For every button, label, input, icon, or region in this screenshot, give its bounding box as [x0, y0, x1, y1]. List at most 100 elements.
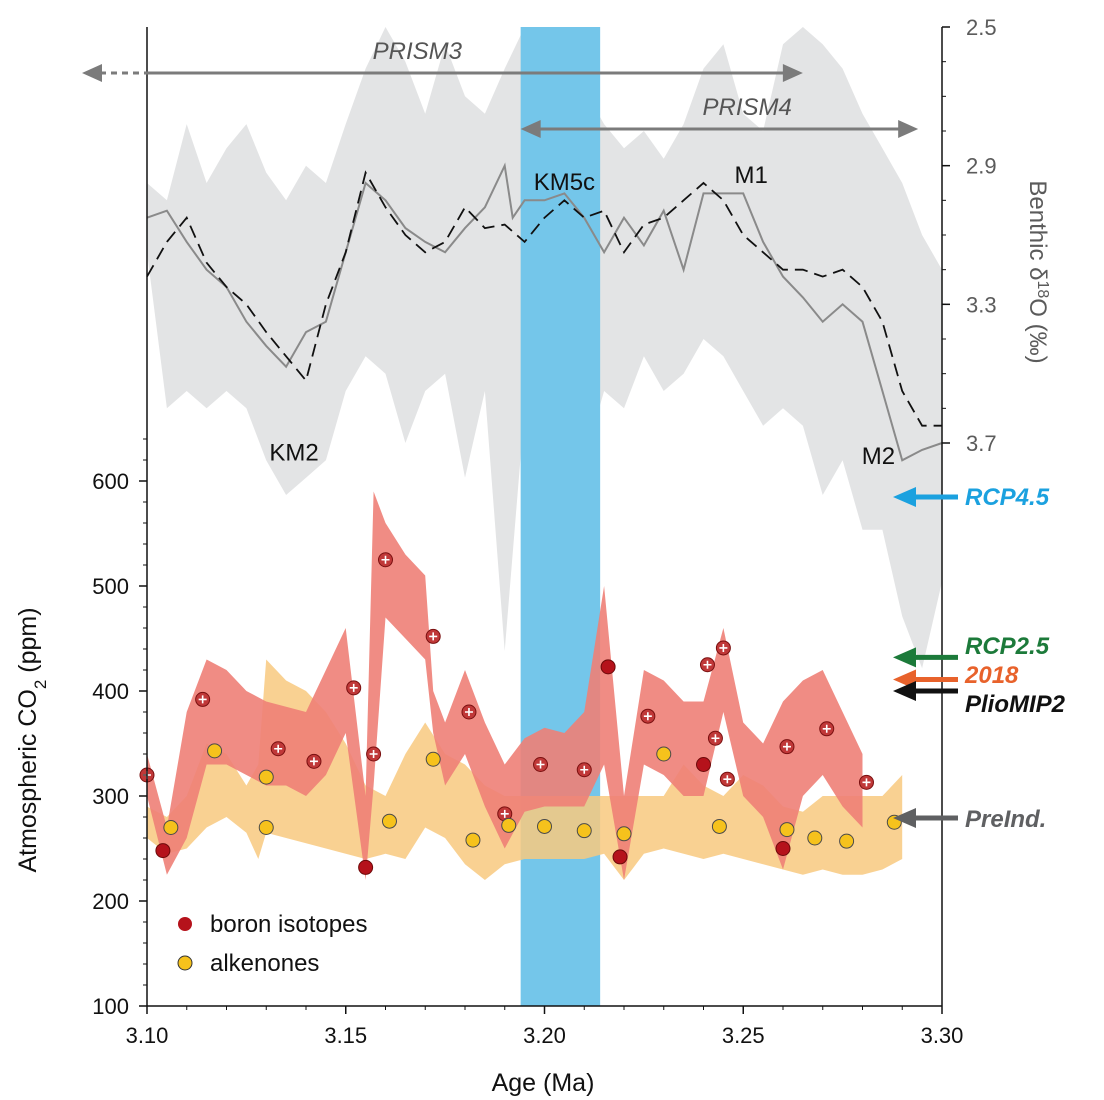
boron-envelope	[147, 491, 863, 880]
boron-point-3	[270, 741, 286, 757]
alkenone-point-4	[381, 813, 397, 829]
x-tick-label-2: 3.20	[523, 1023, 566, 1048]
co2-tick-label-0: 100	[92, 994, 129, 1019]
boron-point-18	[699, 657, 715, 673]
boron-point-cross	[719, 643, 728, 652]
boron-point-cross	[429, 632, 438, 641]
boron-point-cross	[536, 760, 545, 769]
d18o-axis-title-unit: O (‰)	[1024, 298, 1051, 363]
boron-point-9	[425, 628, 441, 644]
co2-axis-title-main: Atmospheric CO	[14, 689, 42, 872]
scenario-label: PlioMIP2	[965, 691, 1066, 718]
boron-point-7	[366, 746, 382, 762]
boron-point-cross	[782, 742, 791, 751]
alkenone-point-7	[501, 817, 517, 833]
boron-point-4	[306, 753, 322, 769]
boron-point-cross	[464, 708, 473, 716]
d18o-axis-title-sup: 18	[1035, 280, 1052, 298]
alkenone-point-8	[537, 818, 552, 834]
x-tick-label-3: 3.25	[722, 1023, 765, 1048]
scenario-arrow-head	[893, 487, 916, 507]
boron-point-cross	[381, 555, 390, 564]
annotation-layer: PRISM3 PRISM4 KM2 KM5c M1 M2	[82, 38, 919, 470]
prism3-head-left	[82, 64, 102, 82]
d18o-lines-layer	[146, 162, 943, 462]
scenario-arrow-head	[893, 647, 916, 668]
co2-axis-title-sub: 2	[31, 680, 50, 689]
x-tick-label-4: 3.30	[921, 1023, 964, 1048]
d18o-tick-label-3: 3.7	[966, 431, 997, 456]
alkenone-point-0	[163, 820, 179, 835]
alkenone-point-15	[839, 833, 855, 849]
boron-point-24	[819, 721, 835, 737]
scenario-label: 2018	[964, 662, 1019, 689]
co2-tick-label-3: 400	[92, 679, 129, 704]
scenario-rcp45: RCP4.5	[893, 484, 1050, 511]
alkenone-point-6	[465, 832, 481, 848]
alkenone-point-9	[576, 823, 592, 839]
event-label-m1: M1	[735, 162, 768, 189]
boron-point-cross	[862, 778, 871, 787]
boron-point-21	[719, 771, 735, 787]
legend-alkenone-swatch	[177, 955, 193, 971]
scenario-rcp25: RCP2.5	[893, 633, 1050, 668]
boron-point-cross	[580, 765, 589, 774]
scenario-label: RCP2.5	[965, 633, 1050, 660]
d18o-tick-label-2: 3.3	[966, 292, 997, 317]
boron-point-cross	[500, 809, 509, 818]
boron-point-13	[576, 762, 592, 778]
prism4-head-right	[898, 120, 919, 138]
prism4-range-arrow: PRISM4	[520, 94, 919, 138]
co2-tick-label-5: 600	[92, 469, 129, 494]
legend-alkenone-label: alkenones	[210, 950, 319, 977]
d18o-axis-title: Benthic δ18O (‰)	[1024, 180, 1052, 363]
boron-point-14	[600, 659, 616, 675]
co2-tick-label-1: 200	[92, 889, 129, 914]
scenario-arrow-head	[893, 808, 916, 828]
legend: boron isotopes alkenones	[177, 911, 367, 977]
prism4-head-left	[520, 120, 541, 138]
boron-point-cross	[198, 695, 207, 704]
boron-point-5	[346, 680, 362, 696]
alkenone-point-10	[616, 826, 632, 842]
scenario-label: PreInd.	[965, 806, 1046, 833]
boron-point-cross	[349, 683, 358, 692]
prism3-head-right	[782, 64, 803, 82]
d18o-dashed-line	[146, 170, 942, 427]
alkenone-point-5	[425, 751, 441, 767]
d18o-axis-title-main: Benthic δ	[1024, 180, 1051, 280]
d18o-tick-label-1: 2.9	[966, 154, 997, 179]
alkenone-point-13	[779, 822, 795, 838]
boron-point-cross	[723, 775, 732, 784]
legend-boron-label: boron isotopes	[210, 911, 367, 938]
alkenone-point-2	[258, 769, 274, 785]
boron-point-23	[779, 739, 795, 755]
event-label-km2: KM2	[269, 439, 318, 466]
x-axis-title: Age (Ma)	[492, 1069, 595, 1097]
prism4-label: PRISM4	[703, 94, 792, 121]
event-label-km5c: KM5c	[534, 169, 595, 196]
boron-point-19	[707, 730, 723, 746]
x-tick-label-1: 3.15	[324, 1023, 367, 1048]
boron-point-cross	[703, 660, 712, 669]
x-tick-label-0: 3.10	[126, 1023, 169, 1048]
boron-point-6	[358, 859, 374, 875]
alkenone-point-11	[656, 746, 672, 762]
boron-point-16	[640, 708, 656, 724]
co2-tick-label-2: 300	[92, 784, 129, 809]
event-label-m2: M2	[862, 443, 895, 470]
axes-layer: 3.10 3.15 3.20 3.25 3.30 100 200 300 400 500 600 2.…	[92, 15, 996, 1048]
boron-point-cross	[822, 724, 831, 733]
boron-point-20	[715, 640, 731, 656]
boron-point-8	[378, 552, 393, 568]
boron-point-cross	[643, 712, 652, 721]
prism3-range-arrow: PRISM3	[82, 38, 803, 82]
boron-point-1	[155, 843, 171, 859]
alkenone-point-1	[207, 743, 223, 759]
co2-axis-title: Atmospheric CO2 (ppm)	[14, 607, 50, 872]
legend-boron-swatch	[178, 917, 192, 931]
boron-point-cross	[711, 734, 720, 743]
d18o-tick-label-0: 2.5	[966, 15, 997, 40]
